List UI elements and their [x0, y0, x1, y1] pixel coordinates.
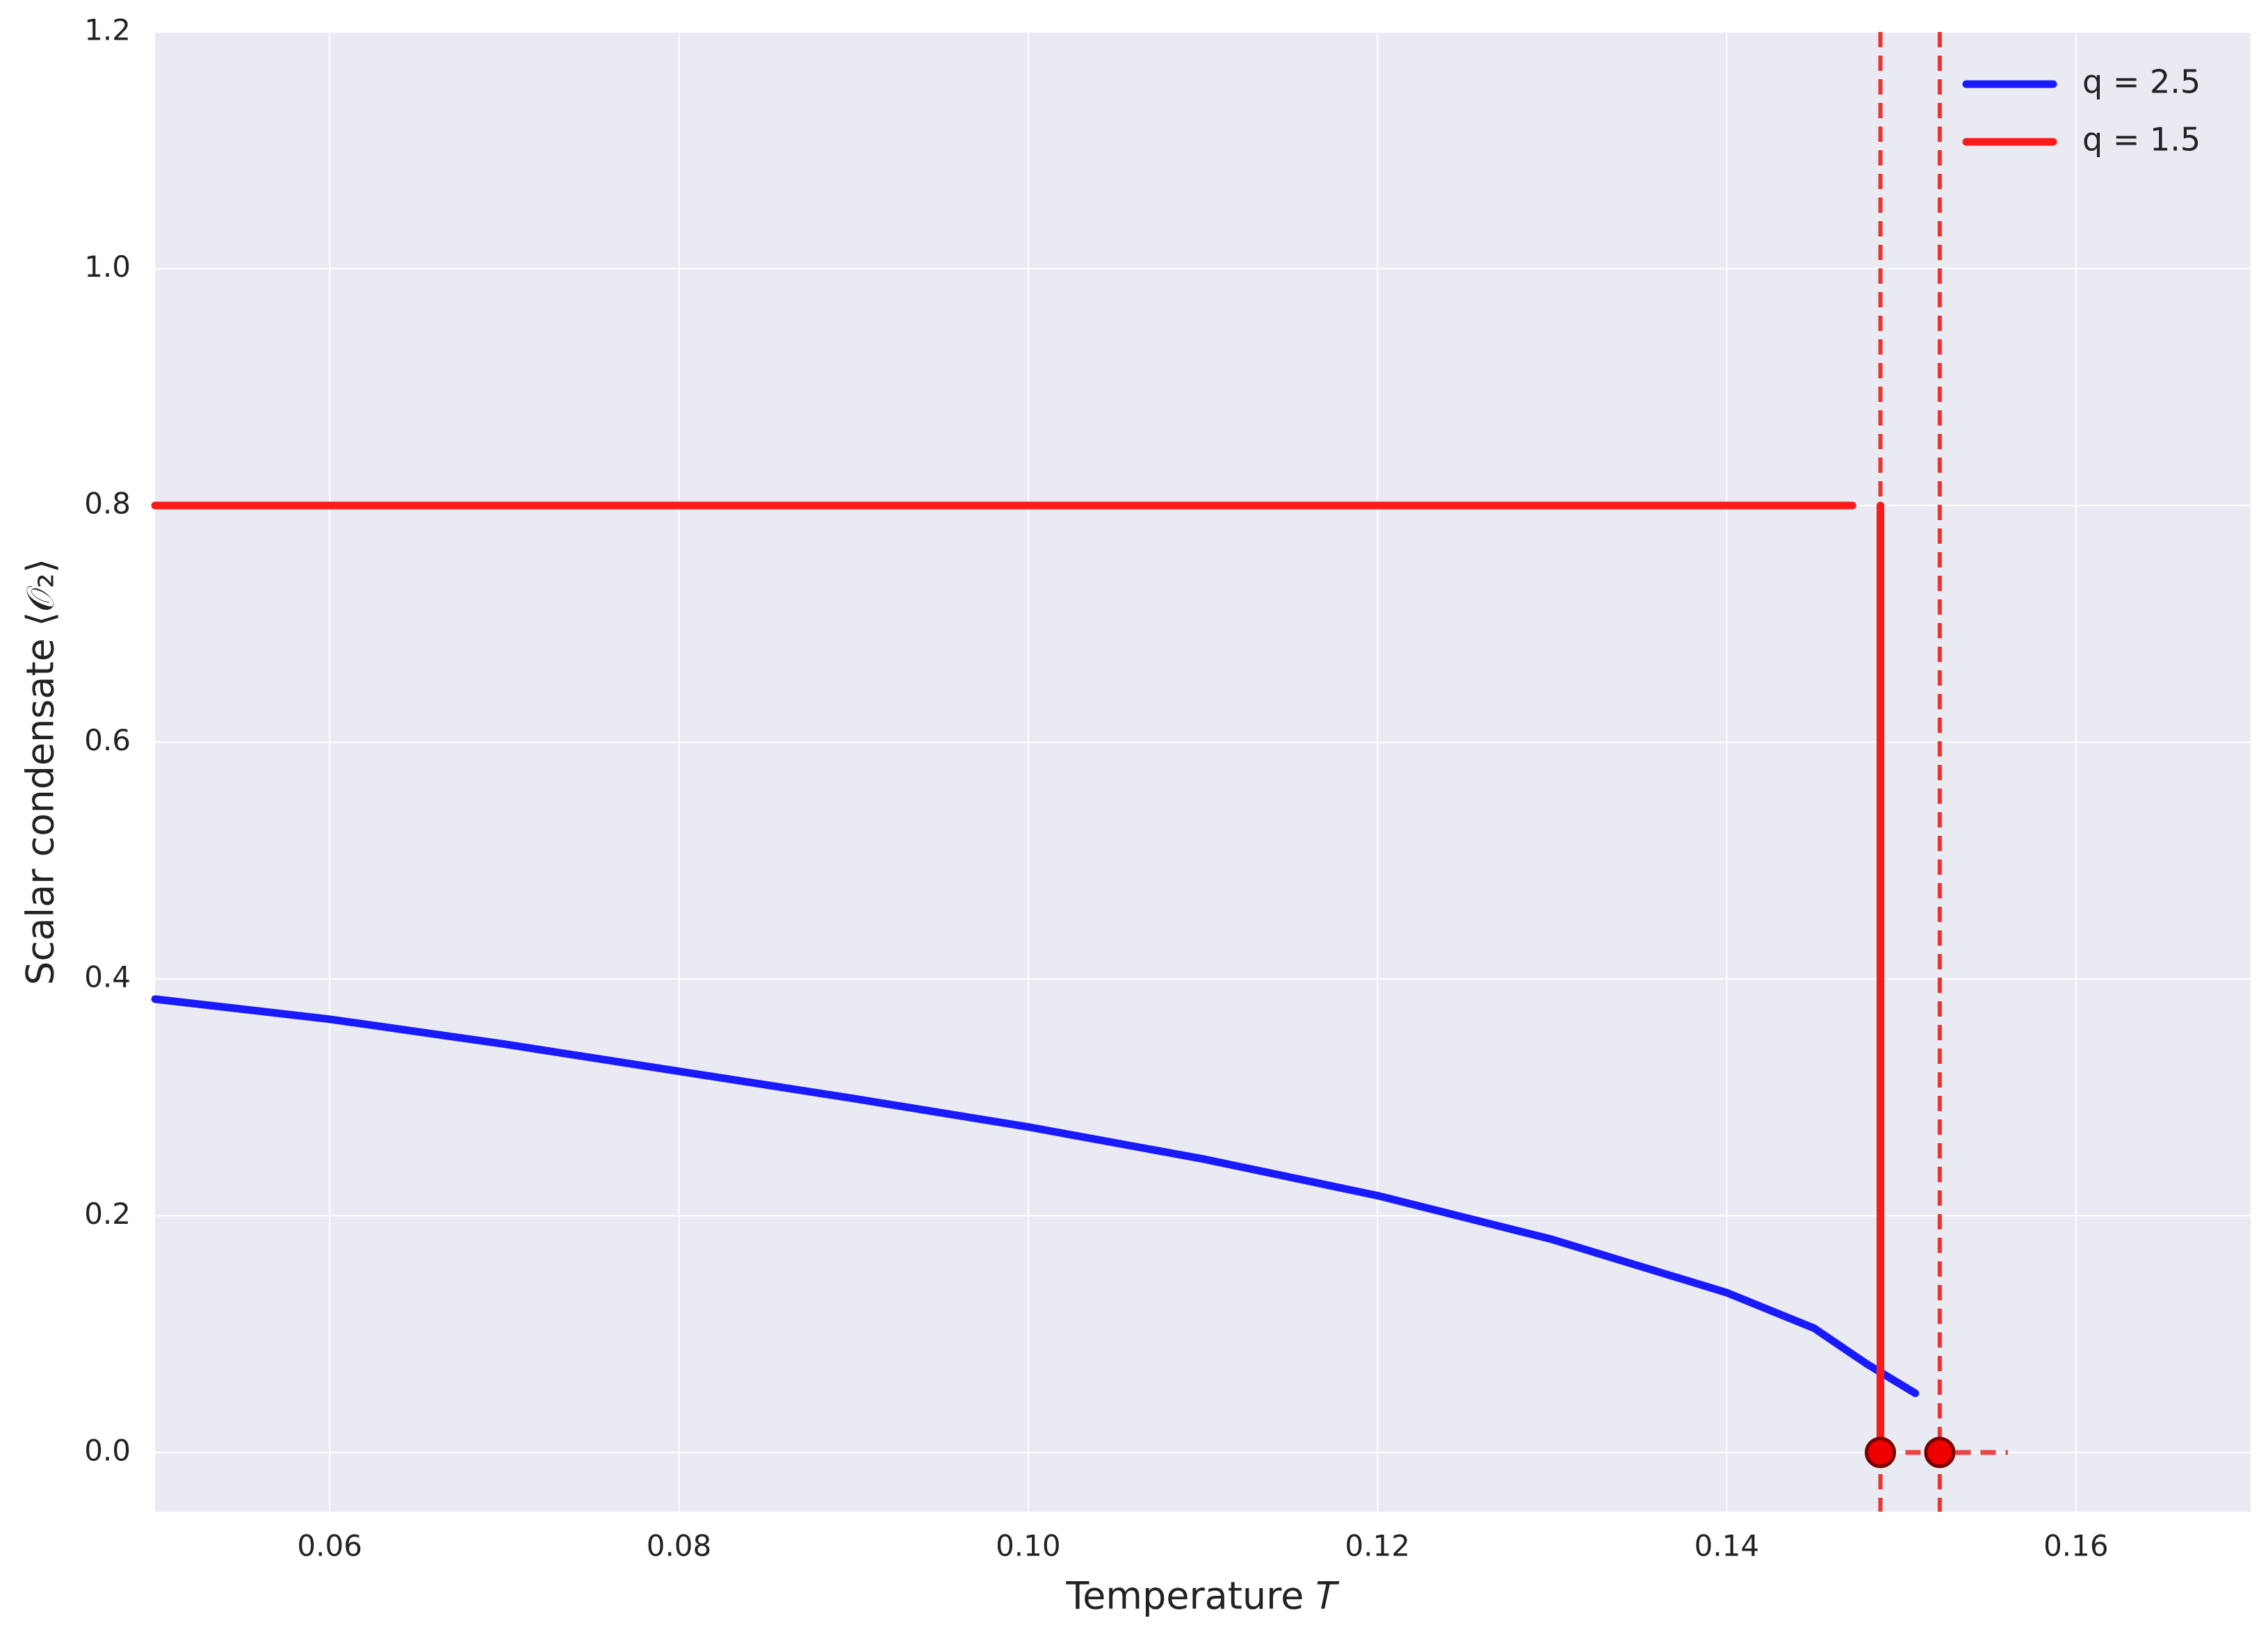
y-tick-label: 0.6	[84, 723, 131, 757]
series-line	[151, 501, 1885, 1457]
y-tick-label: 0.8	[84, 486, 131, 520]
transition-point	[1865, 1437, 1897, 1469]
y-axis-label: Scalar condensate ⟨𝒪₂⟩	[19, 558, 63, 985]
y-tick-label: 1.0	[84, 250, 131, 284]
legend-label: q = 2.5	[2082, 63, 2201, 101]
x-axis-label: Temperature 𝑇	[1065, 1574, 1339, 1618]
x-tick-label: 0.16	[2043, 1529, 2109, 1563]
legend-label: q = 1.5	[2082, 121, 2201, 159]
plot-area	[155, 32, 2251, 1512]
y-tick-label: 1.2	[84, 13, 131, 47]
x-tick-label: 0.12	[1345, 1529, 1410, 1563]
marks	[151, 32, 2008, 1512]
series-line	[151, 995, 1920, 1398]
y-tick-label: 0.4	[84, 960, 131, 994]
x-tick-label: 0.14	[1694, 1529, 1760, 1563]
y-tick-label: 0.0	[84, 1433, 131, 1467]
transition-point	[1924, 1437, 1956, 1469]
x-tick-label: 0.10	[996, 1529, 1061, 1563]
x-tick-label: 0.06	[297, 1529, 362, 1563]
y-tick-label: 0.2	[84, 1197, 131, 1231]
x-tick-label: 0.08	[647, 1529, 712, 1563]
